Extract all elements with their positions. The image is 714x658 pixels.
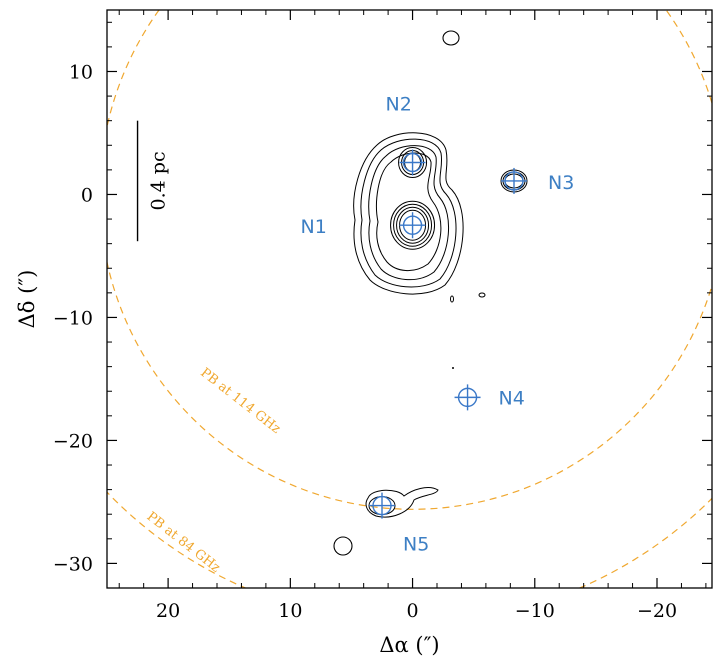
source-marker	[501, 167, 527, 194]
contour-n1-ring	[390, 200, 436, 250]
y-tick-label: 0	[81, 184, 93, 206]
contour-n2-ring	[398, 146, 428, 178]
y-tick-label: 10	[69, 61, 93, 83]
plot-frame	[106, 9, 713, 589]
contour-blob	[450, 295, 454, 303]
x-tick-label: 20	[156, 600, 180, 622]
source-label-layer: PB at 114 GHz PB at 84 GHz N1 N2 N3 N4 N5	[144, 93, 575, 575]
source-label-n1: N1	[301, 216, 327, 238]
primary-beam-label: PB at 114 GHz	[197, 365, 283, 437]
source-label-n4: N4	[499, 387, 525, 409]
source-marker-layer	[369, 149, 527, 519]
contour-outer	[368, 145, 450, 280]
source-marker	[454, 384, 481, 411]
contour-blob	[333, 536, 353, 556]
primary-beam-circle	[107, 10, 712, 510]
primary-beam-layer	[107, 10, 712, 588]
contour-outer	[376, 152, 442, 271]
contour-outer	[360, 138, 457, 288]
contour-dot	[452, 367, 454, 369]
x-tick-label: 10	[278, 600, 302, 622]
x-tick-label: −10	[515, 600, 555, 622]
scale-bar-label: 0.4 pc	[148, 151, 170, 210]
y-axis-title: Δδ (″)	[15, 270, 39, 329]
primary-beam-label: PB at 84 GHz	[144, 509, 223, 576]
scale-bar: 0.4 pc	[136, 120, 170, 242]
contour-n5-outer	[365, 487, 439, 518]
x-axis-title: Δα (″)	[379, 633, 439, 657]
contour-outer	[353, 132, 464, 295]
source-label-n2: N2	[386, 93, 412, 115]
contour-layer	[333, 30, 528, 556]
y-tick-label: −10	[53, 307, 93, 329]
x-tick-label: 0	[407, 600, 419, 622]
source-marker	[399, 149, 426, 176]
axes: 20 10 0 −10 −20 10 0 −10 −20 −30 Δα (″) Δδ (″)	[15, 10, 712, 657]
source-label-n3: N3	[548, 172, 574, 194]
contour-blob	[442, 30, 460, 46]
contour-blob	[478, 292, 486, 298]
y-tick-label: −20	[53, 430, 93, 452]
source-marker	[399, 212, 426, 239]
source-label-n5: N5	[403, 534, 429, 556]
contour-n1-ring	[396, 206, 430, 244]
contour-n1-ring	[393, 203, 433, 247]
y-tick-label: −30	[53, 553, 93, 575]
x-tick-label: −20	[637, 600, 677, 622]
source-marker	[369, 492, 395, 519]
